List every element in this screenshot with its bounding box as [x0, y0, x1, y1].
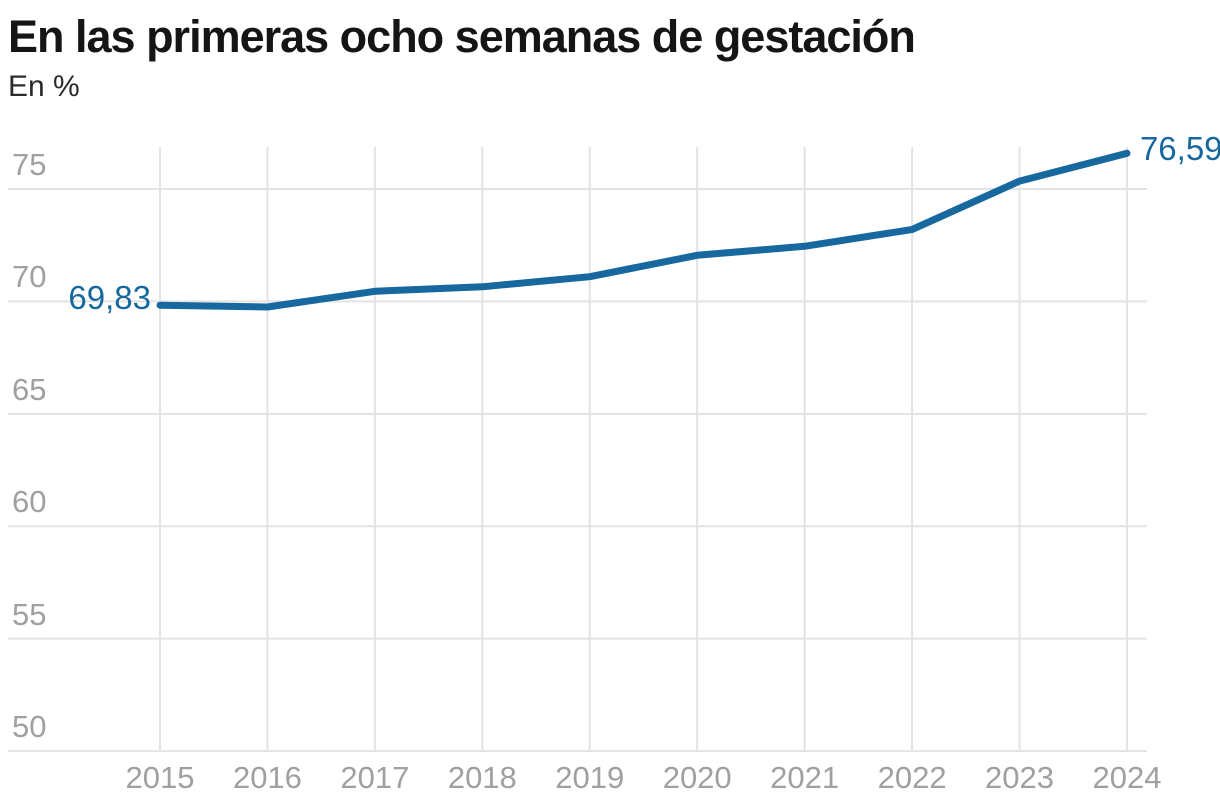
- x-tick-label: 2017: [340, 760, 410, 795]
- x-tick-label: 2016: [232, 760, 302, 795]
- y-tick-label: 60: [12, 484, 47, 520]
- x-tick-label: 2018: [447, 760, 517, 795]
- data-line: [156, 149, 1131, 311]
- x-tick-label: 2020: [662, 760, 732, 795]
- y-tick-label: 65: [12, 371, 47, 407]
- y-tick-label: 75: [12, 147, 47, 182]
- y-tick-label: 50: [12, 709, 47, 745]
- chart-unit-label: En %: [8, 70, 80, 103]
- first-point-value-label: 69,83: [68, 279, 151, 317]
- chart-title: En las primeras ocho semanas de gestació…: [8, 11, 916, 62]
- x-tick-label: 2023: [985, 760, 1054, 795]
- x-tick-label: 2024: [1092, 760, 1162, 795]
- x-tick-label: 2021: [770, 760, 840, 795]
- x-tick-label: 2019: [555, 760, 625, 795]
- x-tick-label: 2015: [125, 760, 195, 795]
- last-point-value-label: 76,59: [1139, 130, 1220, 168]
- y-tick-label: 55: [12, 596, 47, 632]
- x-tick-label: 2022: [877, 760, 947, 795]
- y-tick-label: 70: [12, 259, 47, 295]
